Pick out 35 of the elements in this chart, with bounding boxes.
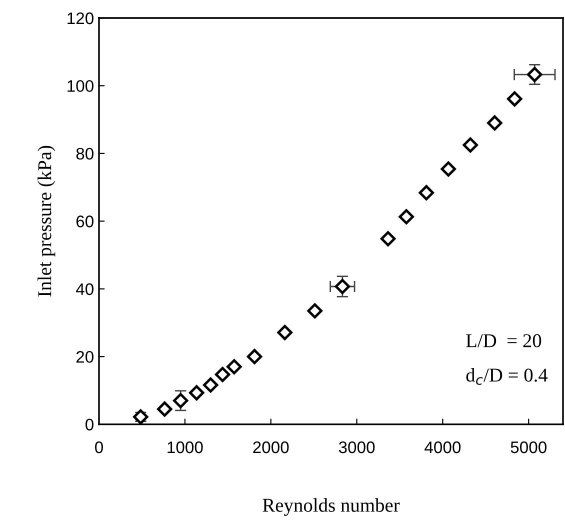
point (418, 185, 434, 200)
point (246, 348, 262, 364)
x-tick-label: 3000 (338, 441, 375, 454)
x-axis-title: Reynolds number (262, 498, 400, 516)
point (527, 66, 542, 82)
y-tick-label: 0 (86, 418, 94, 431)
point (380, 231, 396, 246)
point (157, 401, 172, 417)
point (440, 161, 456, 177)
y-tick-label: 60 (76, 216, 94, 228)
point (462, 137, 478, 153)
point (398, 209, 414, 224)
point (226, 359, 242, 374)
point (334, 278, 350, 294)
x-tick-label: 1000 (168, 441, 203, 454)
point (307, 303, 322, 319)
y-tick-label: 20 (76, 350, 94, 363)
x-tick-label: 2000 (253, 441, 289, 454)
y-tick-label: 100 (68, 80, 94, 92)
annotation: d$_{c}$/D = 0.4 (466, 368, 548, 385)
y-axis-title: Inlet pressure (kPa) (38, 146, 56, 297)
x-tick-label: 5000 (510, 441, 547, 454)
y-tick-label: 120 (68, 12, 94, 24)
point (172, 392, 188, 408)
x-tick-label: 0 (95, 441, 103, 454)
y-tick-label: 40 (76, 283, 94, 296)
point (188, 385, 204, 400)
point (487, 115, 502, 131)
point (214, 366, 230, 382)
point (202, 377, 218, 393)
point (506, 91, 522, 107)
point (277, 324, 292, 340)
y-tick-label: 80 (76, 148, 94, 160)
annotation: L/D = 20 (466, 334, 542, 348)
x-tick-label: 4000 (424, 441, 461, 454)
